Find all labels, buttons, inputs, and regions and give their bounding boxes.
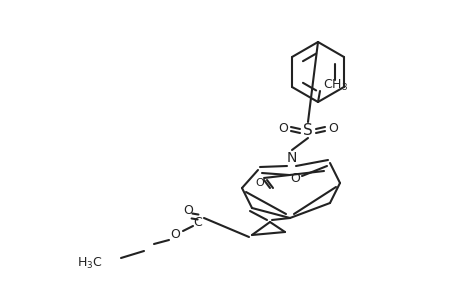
Text: O: O <box>170 229 179 242</box>
Text: H$_3$C: H$_3$C <box>77 255 103 271</box>
Text: O: O <box>327 122 337 134</box>
Text: CH$_3$: CH$_3$ <box>322 77 347 93</box>
Text: N: N <box>286 151 297 165</box>
Text: O: O <box>255 178 264 188</box>
Text: C: C <box>193 215 202 229</box>
Text: O: O <box>290 172 299 184</box>
Text: O: O <box>183 203 192 217</box>
Text: O: O <box>277 122 287 134</box>
Text: S: S <box>302 122 312 137</box>
